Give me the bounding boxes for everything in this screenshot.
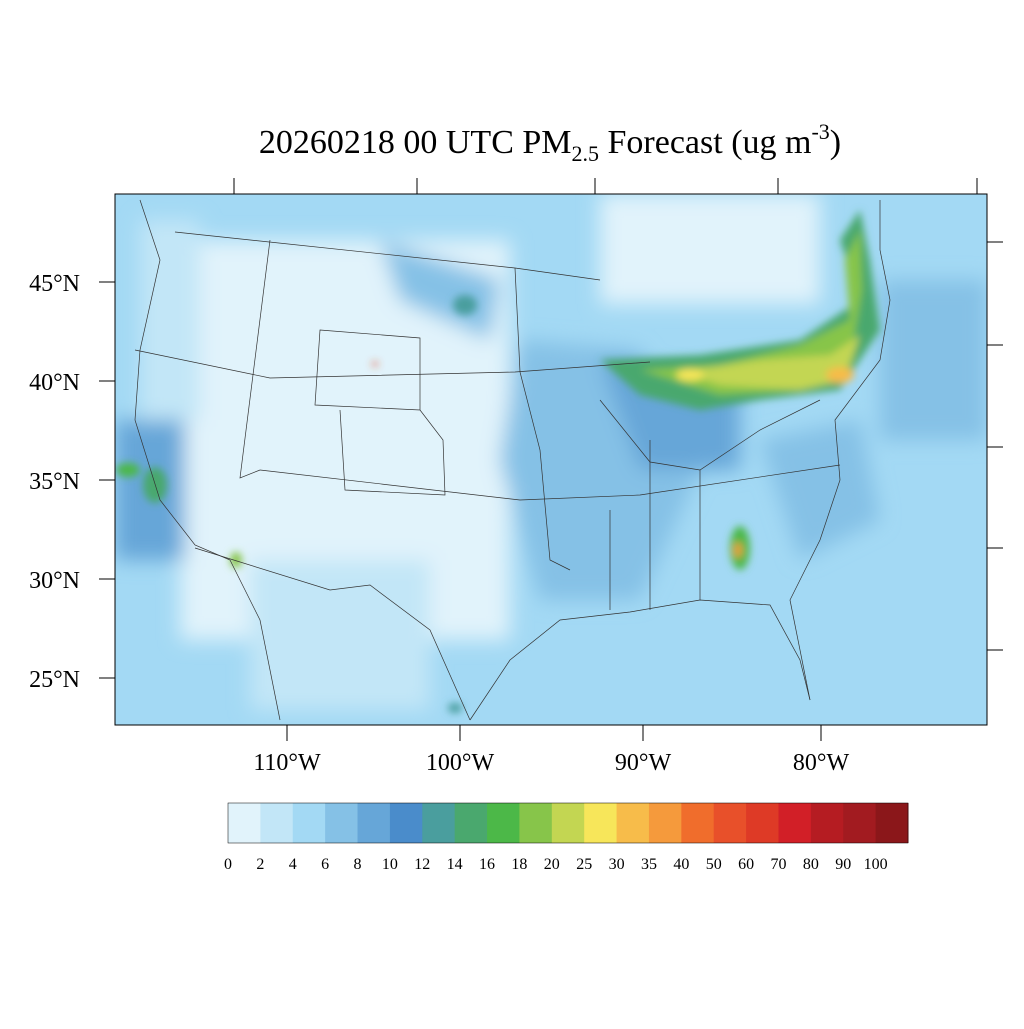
colorbar-label: 10 — [382, 856, 398, 873]
colorbar-swatch — [325, 803, 359, 843]
title-main: 20260218 00 UTC PM — [259, 124, 572, 161]
colorbar-label: 2 — [256, 856, 264, 873]
colorbar-swatch — [584, 803, 618, 843]
colorbar-label: 6 — [321, 856, 329, 873]
colorbar-label: 14 — [447, 856, 463, 873]
colorbar-label: 90 — [835, 856, 851, 873]
colorbar-swatch — [681, 803, 715, 843]
lon-label: 110°W — [253, 750, 321, 776]
colorbar-swatch — [616, 803, 650, 843]
colorbar-swatch — [746, 803, 779, 843]
plumes — [116, 210, 880, 713]
colorbar-label: 0 — [224, 856, 232, 873]
colorbar-swatch — [487, 803, 520, 843]
title-rest: Forecast (ug m — [599, 124, 811, 161]
colorbar-label: 40 — [673, 856, 689, 873]
colorbar-swatch — [292, 803, 326, 843]
colorbar-swatch — [551, 803, 585, 843]
lat-label: 40°N — [29, 370, 80, 396]
title-sup: -3 — [811, 119, 829, 144]
colorbar-label: 4 — [289, 856, 297, 873]
colorbar-swatch — [713, 803, 747, 843]
boundaries — [134, 199, 891, 721]
colorbar-label: 16 — [479, 856, 495, 873]
colorbar-swatch — [843, 803, 877, 843]
colorbar-swatch — [357, 803, 391, 843]
lat-label: 45°N — [29, 271, 80, 297]
colorbar-label: 8 — [354, 856, 362, 873]
colorbar-swatch — [454, 803, 488, 843]
colorbar-label: 70 — [770, 856, 786, 873]
colorbar-swatch — [519, 803, 553, 843]
title-sub: 2.5 — [572, 141, 600, 166]
colorbar-swatch — [422, 803, 456, 843]
colorbar-label: 100 — [864, 856, 888, 873]
lat-label: 35°N — [29, 469, 80, 495]
colorbar-swatch — [648, 803, 682, 843]
colorbar-swatch — [810, 803, 844, 843]
lon-label: 100°W — [426, 750, 495, 776]
colorbar-label: 35 — [641, 856, 657, 873]
map-frame — [114, 193, 988, 726]
colorbar-label: 50 — [706, 856, 722, 873]
colorbar-swatch — [228, 803, 261, 843]
colorbar-label: 20 — [544, 856, 560, 873]
lon-label: 80°W — [793, 750, 850, 776]
colorbar-swatch — [260, 803, 294, 843]
colorbar-label: 60 — [738, 856, 754, 873]
colorbar-label: 12 — [414, 856, 430, 873]
colorbar-label: 18 — [511, 856, 527, 873]
colorbar-swatch — [778, 803, 812, 843]
lat-label: 25°N — [29, 667, 80, 693]
colorbar-frame — [227, 802, 909, 844]
lon-label: 90°W — [615, 750, 672, 776]
colorbar-swatch — [875, 803, 909, 843]
colorbar-label: 30 — [609, 856, 625, 873]
map — [115, 194, 987, 725]
title: 20260218 00 UTC PM2.5 Forecast (ug m-3) — [259, 119, 841, 166]
colorbar-label: 25 — [576, 856, 592, 873]
colorbar-label: 80 — [803, 856, 819, 873]
colorbar-swatch — [389, 803, 423, 843]
frame-ticks — [99, 178, 1003, 741]
title-end: ) — [830, 124, 841, 161]
lat-label: 30°N — [29, 568, 80, 594]
